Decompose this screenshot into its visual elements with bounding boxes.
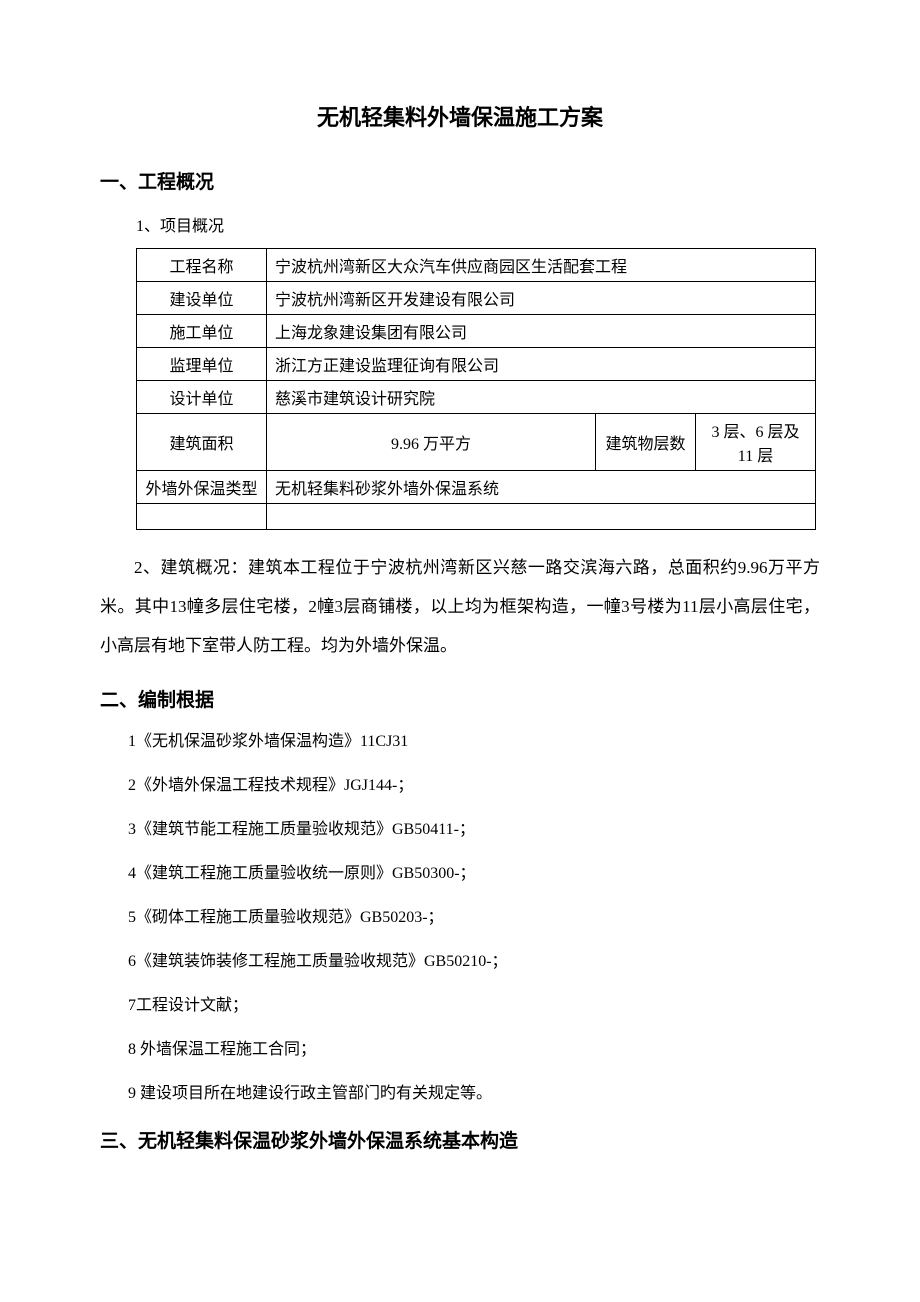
- table-value: 慈溪市建筑设计研究院: [267, 381, 816, 414]
- reference-item: 1《无机保温砂浆外墙保温构造》11CJ31: [128, 730, 820, 754]
- table-row: 设计单位 慈溪市建筑设计研究院: [137, 381, 816, 414]
- reference-item: 3《建筑节能工程施工质量验收规范》GB50411-；: [128, 818, 820, 842]
- document-title: 无机轻集料外墙保温施工方案: [100, 100, 820, 132]
- reference-item: 9 建设项目所在地建设行政主管部门旳有关规定等。: [128, 1082, 820, 1106]
- table-row: 建筑面积 9.96 万平方 建筑物层数 3 层、6 层及 11 层: [137, 414, 816, 471]
- table-row: 施工单位 上海龙象建设集团有限公司: [137, 315, 816, 348]
- section3-heading: 三、无机轻集料保温砂浆外墙外保温系统基本构造: [100, 1126, 820, 1153]
- table-label: 工程名称: [137, 249, 267, 282]
- table-empty-cell: [137, 504, 267, 530]
- table-value: 9.96 万平方: [267, 414, 596, 471]
- reference-item: 5《砌体工程施工质量验收规范》GB50203-；: [128, 906, 820, 930]
- table-label: 建筑物层数: [596, 414, 696, 471]
- table-label: 建设单位: [137, 282, 267, 315]
- section1-heading: 一、工程概况: [100, 167, 820, 194]
- table-label: 施工单位: [137, 315, 267, 348]
- table-value: 上海龙象建设集团有限公司: [267, 315, 816, 348]
- table-value: 无机轻集料砂浆外墙外保温系统: [267, 471, 816, 504]
- reference-item: 6《建筑装饰装修工程施工质量验收规范》GB50210-；: [128, 950, 820, 974]
- table-empty-row: [137, 504, 816, 530]
- table-value: 3 层、6 层及 11 层: [696, 414, 816, 471]
- table-row: 建设单位 宁波杭州湾新区开发建设有限公司: [137, 282, 816, 315]
- table-label: 建筑面积: [137, 414, 267, 471]
- table-label: 外墙外保温类型: [137, 471, 267, 504]
- section1-sub1: 1、项目概况: [136, 212, 820, 236]
- table-label: 监理单位: [137, 348, 267, 381]
- reference-item: 2《外墙外保温工程技术规程》JGJ144-；: [128, 774, 820, 798]
- project-info-table: 工程名称 宁波杭州湾新区大众汽车供应商园区生活配套工程 建设单位 宁波杭州湾新区…: [136, 248, 816, 530]
- reference-item: 8 外墙保温工程施工合同；: [128, 1038, 820, 1062]
- table-value: 宁波杭州湾新区开发建设有限公司: [267, 282, 816, 315]
- table-value: 宁波杭州湾新区大众汽车供应商园区生活配套工程: [267, 249, 816, 282]
- table-row: 外墙外保温类型 无机轻集料砂浆外墙外保温系统: [137, 471, 816, 504]
- table-row: 工程名称 宁波杭州湾新区大众汽车供应商园区生活配套工程: [137, 249, 816, 282]
- table-empty-cell: [267, 504, 816, 530]
- table-label: 设计单位: [137, 381, 267, 414]
- section1-body: 2、建筑概况：建筑本工程位于宁波杭州湾新区兴慈一路交滨海六路，总面积约9.96万…: [100, 548, 820, 665]
- reference-item: 7工程设计文献；: [128, 994, 820, 1018]
- table-value: 浙江方正建设监理征询有限公司: [267, 348, 816, 381]
- reference-item: 4《建筑工程施工质量验收统一原则》GB50300-；: [128, 862, 820, 886]
- section2-heading: 二、编制根据: [100, 685, 820, 712]
- table-row: 监理单位 浙江方正建设监理征询有限公司: [137, 348, 816, 381]
